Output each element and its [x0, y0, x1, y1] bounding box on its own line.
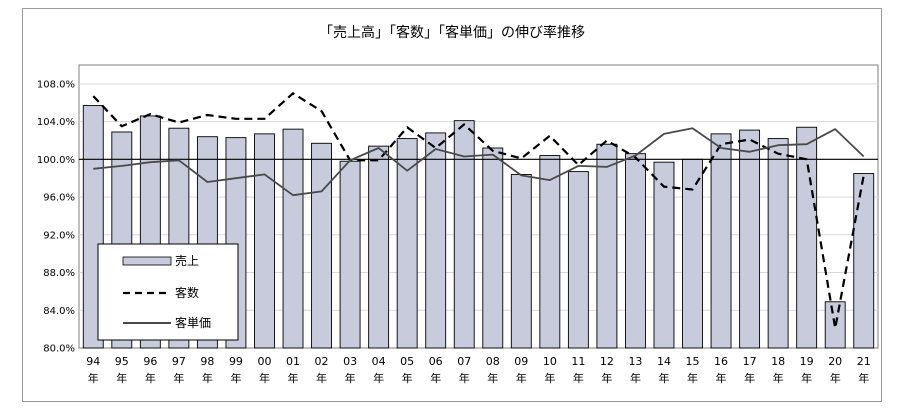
x-tick-suffix: 年 — [773, 371, 784, 385]
bar-11 — [567, 171, 589, 349]
x-tick-suffix: 年 — [316, 371, 327, 385]
series-line-客数 — [92, 92, 865, 330]
x-tick-suffix: 年 — [259, 371, 270, 385]
bar-00 — [254, 133, 275, 349]
y-axis: 80.0% 84.0% 88.0% 92.0% 96.0% 100.0% 104.0% 108… — [37, 79, 75, 354]
chart-title: 「売上高」「客数」「客単価」の伸び率推移 — [319, 24, 585, 41]
legend-swatch-sales — [122, 256, 172, 266]
x-tick-label: 94 — [86, 355, 100, 368]
x-tick-suffix: 年 — [430, 371, 441, 385]
x-tick-label: 06 — [429, 355, 443, 368]
bar-04 — [368, 145, 390, 349]
x-tick-label: 18 — [771, 355, 785, 368]
bar-14 — [653, 161, 675, 349]
x-tick-label: 15 — [686, 355, 700, 368]
chart-frame: 「売上高」「客数」「客単価」の伸び率推移 80.0% 84.0% 88.0% 92.0… — [22, 8, 882, 402]
x-tick-label: 03 — [343, 355, 357, 368]
legend-label-customers: 客数 — [175, 285, 199, 300]
bar-15 — [682, 158, 703, 349]
x-tick-label: 09 — [514, 355, 528, 368]
bar-02 — [311, 142, 332, 349]
bar-17 — [739, 129, 761, 349]
bar-06 — [425, 132, 447, 349]
x-tick-suffix: 年 — [716, 371, 727, 385]
x-tick-suffix: 年 — [544, 371, 555, 385]
x-tick-label: 08 — [486, 355, 500, 368]
x-tick-label: 14 — [657, 355, 671, 368]
x-tick-label: 16 — [714, 355, 728, 368]
x-tick-label: 10 — [543, 355, 557, 368]
x-tick-suffix: 年 — [345, 371, 356, 385]
x-tick-suffix: 年 — [858, 371, 869, 385]
y-tick-label: 88.0% — [43, 268, 75, 279]
y-tick-label: 100.0% — [37, 155, 75, 166]
x-tick-suffix: 年 — [601, 371, 612, 385]
x-tick-label: 07 — [457, 355, 471, 368]
legend-label-unit-price: 客単価 — [175, 315, 211, 330]
bar-01 — [282, 128, 304, 349]
bar-19 — [796, 126, 818, 349]
lines — [92, 92, 865, 330]
x-tick-label: 96 — [143, 355, 157, 368]
bar-13 — [625, 153, 646, 349]
x-tick-suffix: 年 — [658, 371, 669, 385]
x-tick-label: 95 — [115, 355, 129, 368]
x-tick-suffix: 年 — [687, 371, 698, 385]
x-tick-suffix: 年 — [373, 371, 384, 385]
x-tick-suffix: 年 — [744, 371, 755, 385]
x-tick-label: 01 — [286, 355, 300, 368]
y-tick-label: 104.0% — [37, 117, 75, 128]
bar-10 — [539, 155, 561, 349]
x-tick-suffix: 年 — [630, 371, 641, 385]
x-tick-suffix: 年 — [402, 371, 413, 385]
x-tick-suffix: 年 — [830, 371, 841, 385]
x-tick-suffix: 年 — [573, 371, 584, 385]
x-tick-label: 05 — [400, 355, 414, 368]
x-tick-label: 20 — [828, 355, 842, 368]
x-tick-label: 04 — [372, 355, 386, 368]
x-tick-suffix: 年 — [487, 371, 498, 385]
x-tick-suffix: 年 — [516, 371, 527, 385]
x-tick-suffix: 年 — [173, 371, 184, 385]
x-tick-label: 21 — [857, 355, 871, 368]
x-tick-suffix: 年 — [459, 371, 470, 385]
x-tick-suffix: 年 — [145, 371, 156, 385]
x-tick-label: 98 — [200, 355, 214, 368]
x-tick-label: 11 — [571, 355, 585, 368]
legend-label-sales: 売上 — [175, 253, 199, 268]
x-tick-suffix: 年 — [116, 371, 127, 385]
bar-07 — [453, 120, 475, 349]
x-tick-label: 19 — [800, 355, 814, 368]
x-tick-suffix: 年 — [88, 371, 99, 385]
x-tick-label: 00 — [257, 355, 271, 368]
bar-03 — [339, 160, 361, 349]
x-axis: 94 年 95 年 96 年 97 年 98 年 99 年 00 年 01 年 02 年 03 年 04 年 05 年 06 年 0… — [86, 355, 870, 385]
x-tick-label: 99 — [229, 355, 243, 368]
bar-08 — [482, 147, 504, 349]
bar-05 — [396, 138, 418, 349]
x-tick-suffix: 年 — [202, 371, 213, 385]
x-tick-suffix: 年 — [801, 371, 812, 385]
y-tick-label: 108.0% — [37, 79, 75, 90]
x-tick-label: 02 — [315, 355, 329, 368]
y-tick-label: 80.0% — [43, 344, 75, 355]
bar-12 — [596, 143, 618, 349]
bar-09 — [510, 173, 532, 349]
chart: 「売上高」「客数」「客単価」の伸び率推移 80.0% 84.0% 88.0% 92.0… — [37, 24, 879, 385]
x-tick-suffix: 年 — [288, 371, 299, 385]
x-tick-label: 17 — [743, 355, 757, 368]
x-tick-label: 12 — [600, 355, 614, 368]
bar-18 — [767, 138, 789, 349]
x-tick-label: 97 — [172, 355, 186, 368]
legend: 売上 客数 客単価 — [97, 243, 239, 341]
x-tick-label: 13 — [628, 355, 642, 368]
x-tick-suffix: 年 — [230, 371, 241, 385]
bar-16 — [710, 133, 732, 349]
y-tick-label: 84.0% — [43, 306, 75, 317]
series-line-客単価 — [93, 127, 865, 197]
bar-21 — [853, 173, 875, 349]
y-tick-label: 92.0% — [43, 230, 75, 241]
y-tick-label: 96.0% — [43, 193, 75, 204]
